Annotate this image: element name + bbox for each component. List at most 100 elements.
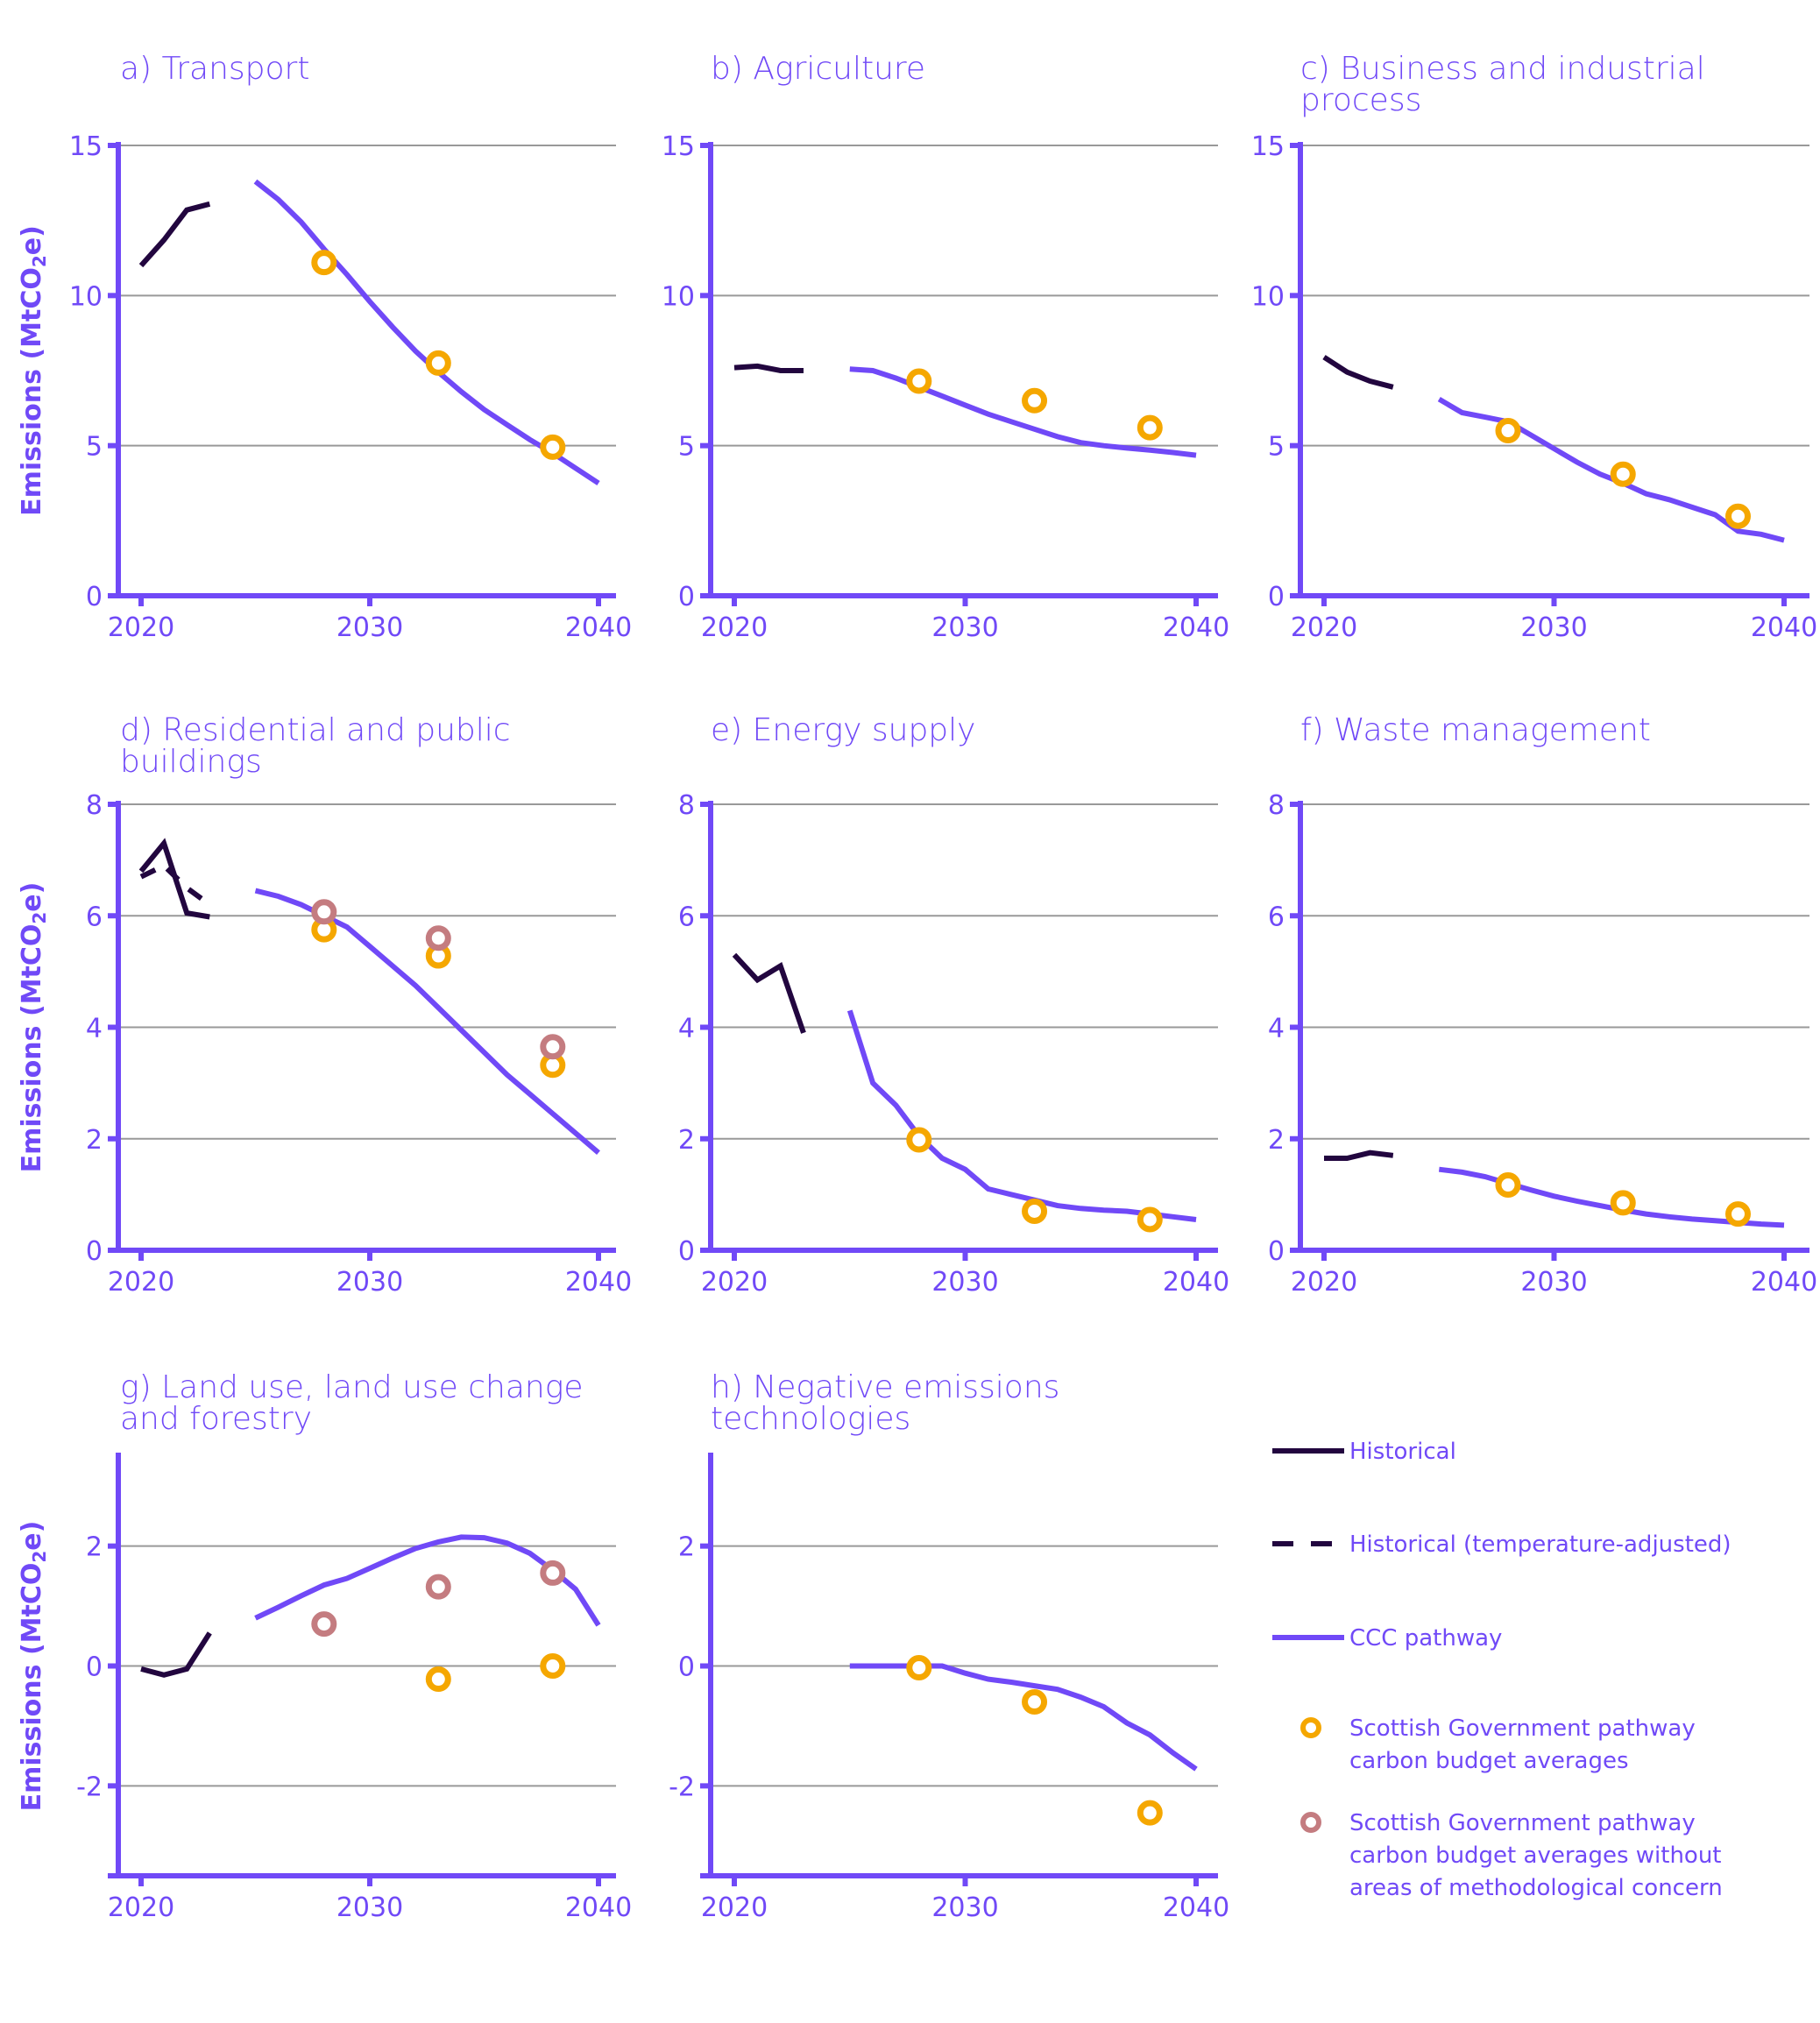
historical-temp-adjusted-line	[139, 862, 212, 907]
panel-title: f) Waste management	[1300, 712, 1651, 748]
panel-title: h) Negative emissions	[711, 1369, 1059, 1405]
y-tick-label: 6	[1268, 902, 1285, 932]
ccc-pathway-line	[849, 366, 1197, 458]
y-tick-label: 8	[1268, 790, 1285, 821]
sg-average-marker	[425, 1666, 451, 1693]
ccc-pathway-line	[846, 1009, 1197, 1222]
y-tick-label: 4	[86, 1014, 103, 1044]
historical-line	[1322, 355, 1394, 390]
x-tick-label: 2030	[1520, 1267, 1587, 1298]
legend-label: CCC pathway	[1349, 1625, 1502, 1652]
x-tick-label: 2040	[565, 1267, 632, 1298]
x-tick-label: 2040	[565, 612, 632, 643]
y-tick-label: 0	[678, 1652, 695, 1683]
ccc-pathway-line	[849, 1663, 1198, 1772]
x-tick-label: 2040	[1751, 1267, 1817, 1298]
y-tick-label: 0	[678, 582, 695, 612]
ccc-pathway-line	[254, 1534, 601, 1627]
sg-average-without-concern-marker	[311, 899, 337, 925]
historical-line	[733, 363, 804, 373]
sg-average-marker	[311, 250, 337, 276]
x-tick-label: 2030	[336, 1892, 403, 1923]
sg-average-marker	[1495, 418, 1521, 444]
y-tick-label: -2	[669, 1772, 695, 1802]
x-tick-label: 2020	[1291, 612, 1357, 643]
y-tick-label: 15	[662, 131, 695, 162]
x-tick-label: 2020	[1291, 1267, 1357, 1298]
y-tick-label: 0	[1268, 1236, 1285, 1267]
x-tick-label: 2020	[701, 1267, 768, 1298]
sg-average-marker	[906, 1655, 932, 1681]
panel-a: a) Transport 0 5 10 15 2020 2030 2040 Emissions …	[17, 51, 632, 643]
sg-average-marker	[540, 1653, 566, 1679]
sg-average-without-concern-marker	[425, 1574, 451, 1600]
sg-average-marker	[425, 350, 451, 376]
x-tick-label: 2040	[1163, 1267, 1229, 1298]
legend-item-ccc: CCC pathway	[1272, 1625, 1502, 1652]
y-tick-label: 5	[86, 432, 103, 463]
sg-average-marker	[1610, 461, 1636, 487]
panel-title: b) Agriculture	[711, 51, 925, 87]
legend-label: Scottish Government pathway	[1349, 1810, 1696, 1836]
legend-item-historical-adj: Historical (temperature-adjusted)	[1272, 1531, 1731, 1558]
x-tick-label: 2040	[1163, 1892, 1229, 1923]
y-tick-label: 2	[86, 1125, 103, 1156]
panel-title: technologies	[711, 1401, 910, 1437]
x-tick-label: 2030	[336, 1267, 403, 1298]
sg-average-marker	[1495, 1172, 1521, 1199]
y-tick-label: 2	[678, 1125, 695, 1156]
y-tick-label: 10	[69, 281, 103, 312]
x-tick-label: 2030	[931, 1892, 998, 1923]
legend-label: carbon budget averages	[1349, 1748, 1629, 1774]
y-tick-label: 0	[678, 1236, 695, 1267]
y-tick-label: 8	[678, 790, 695, 821]
panel-title: and forestry	[120, 1401, 312, 1437]
legend-label: Historical	[1349, 1439, 1456, 1465]
legend-label: Scottish Government pathway	[1349, 1715, 1696, 1742]
sg-average-marker	[1137, 414, 1163, 441]
sg-average-marker	[1022, 1689, 1048, 1715]
panel-title: buildings	[120, 744, 262, 780]
x-tick-label: 2030	[1520, 612, 1587, 643]
panel-title: g) Land use, land use change	[120, 1369, 584, 1405]
y-tick-label: 0	[86, 1236, 103, 1267]
y-tick-label: 10	[662, 281, 695, 312]
panel-title: c) Business and industrial	[1300, 51, 1705, 87]
legend-item-sg: Scottish Government pathway carbon budget…	[1300, 1715, 1696, 1774]
y-tick-label: 2	[678, 1532, 695, 1563]
y-tick-label: 15	[1251, 131, 1285, 162]
x-tick-label: 2020	[701, 1892, 768, 1923]
legend-label: carbon budget averages without	[1349, 1843, 1722, 1869]
y-tick-label: 0	[1268, 582, 1285, 612]
y-axis-label: Emissions (MtCO2e)	[17, 1521, 50, 1812]
y-tick-label: 6	[678, 902, 695, 932]
panel-f: f) Waste management 0 2 4 6 8 2020 2030 2040	[1268, 712, 1817, 1298]
sg-average-marker	[906, 368, 932, 394]
y-tick-label: 5	[678, 432, 695, 463]
sg-average-marker	[1610, 1190, 1636, 1216]
legend-marker-swatch	[1300, 1812, 1321, 1833]
y-axis-label: Emissions (MtCO2e)	[17, 882, 50, 1173]
y-tick-label: 8	[86, 790, 103, 821]
x-tick-label: 2040	[1163, 612, 1229, 643]
y-tick-label: 10	[1251, 281, 1285, 312]
legend-label: areas of methodological concern	[1349, 1875, 1723, 1901]
historical-line	[1324, 1149, 1394, 1161]
y-tick-label: 4	[678, 1014, 695, 1044]
y-tick-label: 5	[1268, 432, 1285, 463]
ccc-pathway-line	[254, 888, 600, 1155]
legend-label: Historical (temperature-adjusted)	[1349, 1531, 1731, 1558]
sg-average-marker	[1725, 1201, 1751, 1227]
x-tick-label: 2020	[108, 1892, 174, 1923]
x-tick-label: 2020	[108, 1267, 174, 1298]
x-tick-label: 2040	[1751, 612, 1817, 643]
y-tick-label: 2	[1268, 1125, 1285, 1156]
legend: Historical Historical (temperature-adjust…	[1272, 1439, 1731, 1901]
y-tick-label: 0	[86, 582, 103, 612]
historical-line	[732, 952, 806, 1034]
